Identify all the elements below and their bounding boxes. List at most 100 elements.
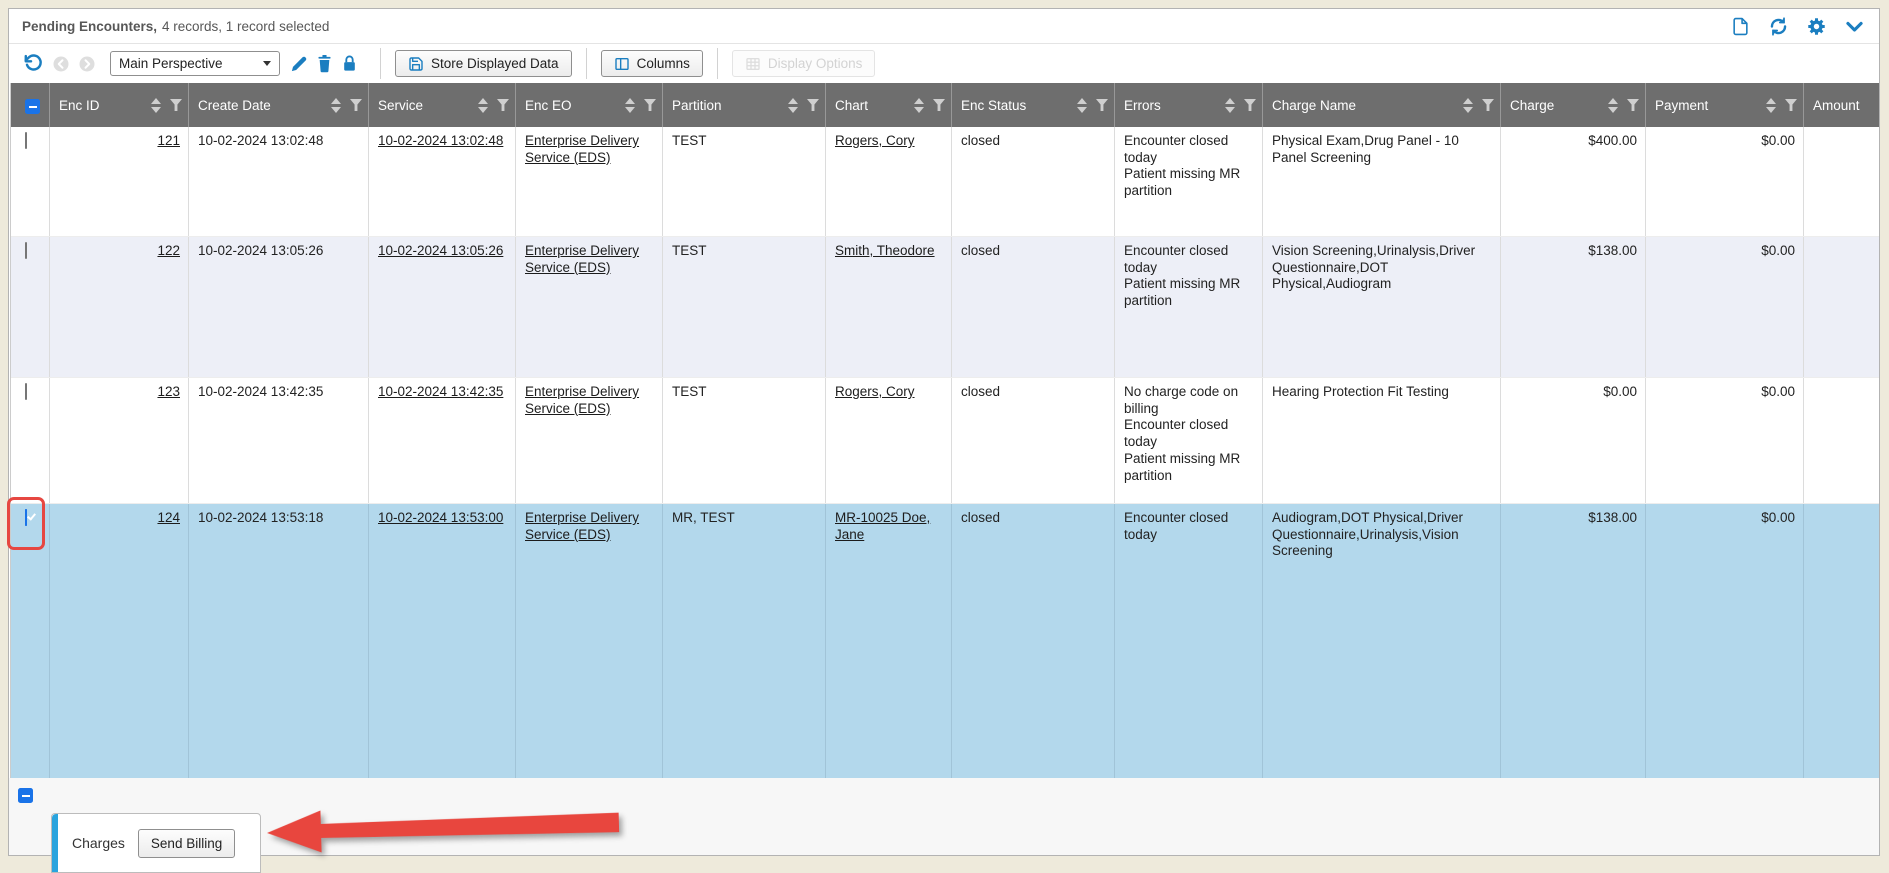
filter-funnel-icon[interactable] [1482,99,1494,111]
sort-icon[interactable] [1077,97,1087,113]
filter-funnel-icon[interactable] [1096,99,1108,111]
new-page-icon[interactable] [1729,15,1751,37]
column-header-charge-name[interactable]: Charge Name [1263,83,1501,127]
refresh-icon[interactable] [1767,15,1789,37]
cell-charge-name: Vision Screening,Urinalysis,Driver Quest… [1263,237,1501,377]
cell-enc-status: closed [952,237,1115,377]
cell-charge: $138.00 [1501,504,1646,778]
charges-tab[interactable]: Charges [72,835,125,851]
filter-funnel-icon[interactable] [350,99,362,111]
sort-icon[interactable] [1225,97,1235,113]
sort-icon[interactable] [331,97,341,113]
sort-icon[interactable] [478,97,488,113]
sort-icon[interactable] [625,97,635,113]
cell-chart: Smith, Theodore [826,237,952,377]
service-link[interactable]: 10-02-2024 13:42:35 [378,384,504,399]
service-link[interactable]: 10-02-2024 13:53:00 [378,510,504,525]
column-header-payment[interactable]: Payment [1646,83,1804,127]
column-header-create-date[interactable]: Create Date [189,83,369,127]
sort-icon[interactable] [1608,97,1618,113]
pending-encounters-panel: Pending Encounters, 4 records, 1 record … [7,8,1880,873]
send-billing-button[interactable]: Send Billing [137,828,236,858]
enc-eo-link[interactable]: Enterprise Delivery Service (EDS) [525,384,640,416]
charges-tab-accent [52,814,58,872]
sort-icon[interactable] [788,97,798,113]
undo-icon[interactable] [23,53,44,74]
column-header-errors[interactable]: Errors [1115,83,1263,127]
chart-link[interactable]: Rogers, Cory [835,384,915,399]
table-row-selected[interactable]: 124 10-02-2024 13:53:18 10-02-2024 13:53… [7,497,1880,778]
row-select-cell [11,378,50,503]
trash-icon[interactable] [316,54,333,73]
column-header-partition[interactable]: Partition [663,83,826,127]
enc-id-link[interactable]: 123 [157,384,180,399]
cell-enc-eo: Enterprise Delivery Service (EDS) [516,237,663,377]
perspective-select[interactable]: Main Perspective [110,51,280,76]
filter-funnel-icon[interactable] [170,99,182,111]
table-header-row: Enc ID Create Date Service Enc EO Partit… [11,83,1879,127]
column-header-enc-id[interactable]: Enc ID [50,83,189,127]
row-select-cell [11,127,50,236]
table-row[interactable]: 121 10-02-2024 13:02:48 10-02-2024 13:02… [11,127,1879,237]
service-link[interactable]: 10-02-2024 13:05:26 [378,243,504,258]
column-header-enc-eo[interactable]: Enc EO [516,83,663,127]
filter-funnel-icon[interactable] [1785,99,1797,111]
cell-amount [1804,504,1880,778]
store-displayed-data-button[interactable]: Store Displayed Data [395,50,572,77]
red-annotation-box [7,497,45,550]
footer-select-all-checkbox[interactable] [18,788,33,803]
lock-icon[interactable] [341,54,358,73]
row-checkbox[interactable] [25,383,27,400]
enc-eo-link[interactable]: Enterprise Delivery Service (EDS) [525,510,640,542]
sort-icon[interactable] [914,97,924,113]
cell-errors: No charge code on billing Encounter clos… [1115,378,1263,503]
enc-eo-link[interactable]: Enterprise Delivery Service (EDS) [525,243,640,275]
row-checkbox[interactable] [25,132,27,149]
page-title: Pending Encounters, [22,18,158,34]
chart-link[interactable]: Rogers, Cory [835,133,915,148]
row-checkbox-checked[interactable] [25,509,37,526]
filter-funnel-icon[interactable] [644,99,656,111]
sort-icon[interactable] [1463,97,1473,113]
enc-id-link[interactable]: 124 [157,510,180,525]
cell-service: 10-02-2024 13:05:26 [369,237,516,377]
table-row[interactable]: 122 10-02-2024 13:05:26 10-02-2024 13:05… [11,237,1879,378]
chevron-down-icon[interactable] [1843,15,1865,37]
columns-button[interactable]: Columns [600,50,703,77]
enc-id-link[interactable]: 121 [157,133,180,148]
chart-link[interactable]: MR-10025 Doe, Jane [835,510,931,542]
chart-link[interactable]: Smith, Theodore [835,243,935,258]
filter-funnel-icon[interactable] [933,99,945,111]
filter-funnel-icon[interactable] [497,99,509,111]
display-options-label: Display Options [767,56,863,71]
cell-payment: $0.00 [1646,127,1804,236]
sort-icon[interactable] [151,97,161,113]
cell-service: 10-02-2024 13:42:35 [369,378,516,503]
column-header-service[interactable]: Service [369,83,516,127]
edit-pencil-icon[interactable] [290,55,308,73]
row-checkbox[interactable] [25,242,27,259]
select-all-checkbox[interactable] [25,98,40,114]
footer-bar: Charges Send Billing [9,778,1879,873]
sort-icon[interactable] [1766,97,1776,113]
column-header-enc-status[interactable]: Enc Status [952,83,1115,127]
filter-funnel-icon[interactable] [1627,99,1639,111]
table-row[interactable]: 123 10-02-2024 13:42:35 10-02-2024 13:42… [11,378,1879,504]
service-link[interactable]: 10-02-2024 13:02:48 [378,133,504,148]
column-label: Charge Name [1272,97,1357,113]
column-header-chart[interactable]: Chart [826,83,952,127]
columns-icon [614,57,629,70]
cell-amount [1804,237,1880,377]
cell-chart: Rogers, Cory [826,127,952,236]
column-header-amount[interactable]: Amount [1804,83,1880,127]
enc-id-link[interactable]: 122 [157,243,180,258]
filter-funnel-icon[interactable] [807,99,819,111]
column-header-charge[interactable]: Charge [1501,83,1646,127]
gear-icon[interactable] [1805,15,1827,37]
column-label: Create Date [198,97,271,113]
enc-eo-link[interactable]: Enterprise Delivery Service (EDS) [525,133,640,165]
filter-funnel-icon[interactable] [1244,99,1256,111]
cell-service: 10-02-2024 13:53:00 [369,504,516,778]
column-label: Errors [1124,97,1161,113]
grid-icon [746,57,760,70]
